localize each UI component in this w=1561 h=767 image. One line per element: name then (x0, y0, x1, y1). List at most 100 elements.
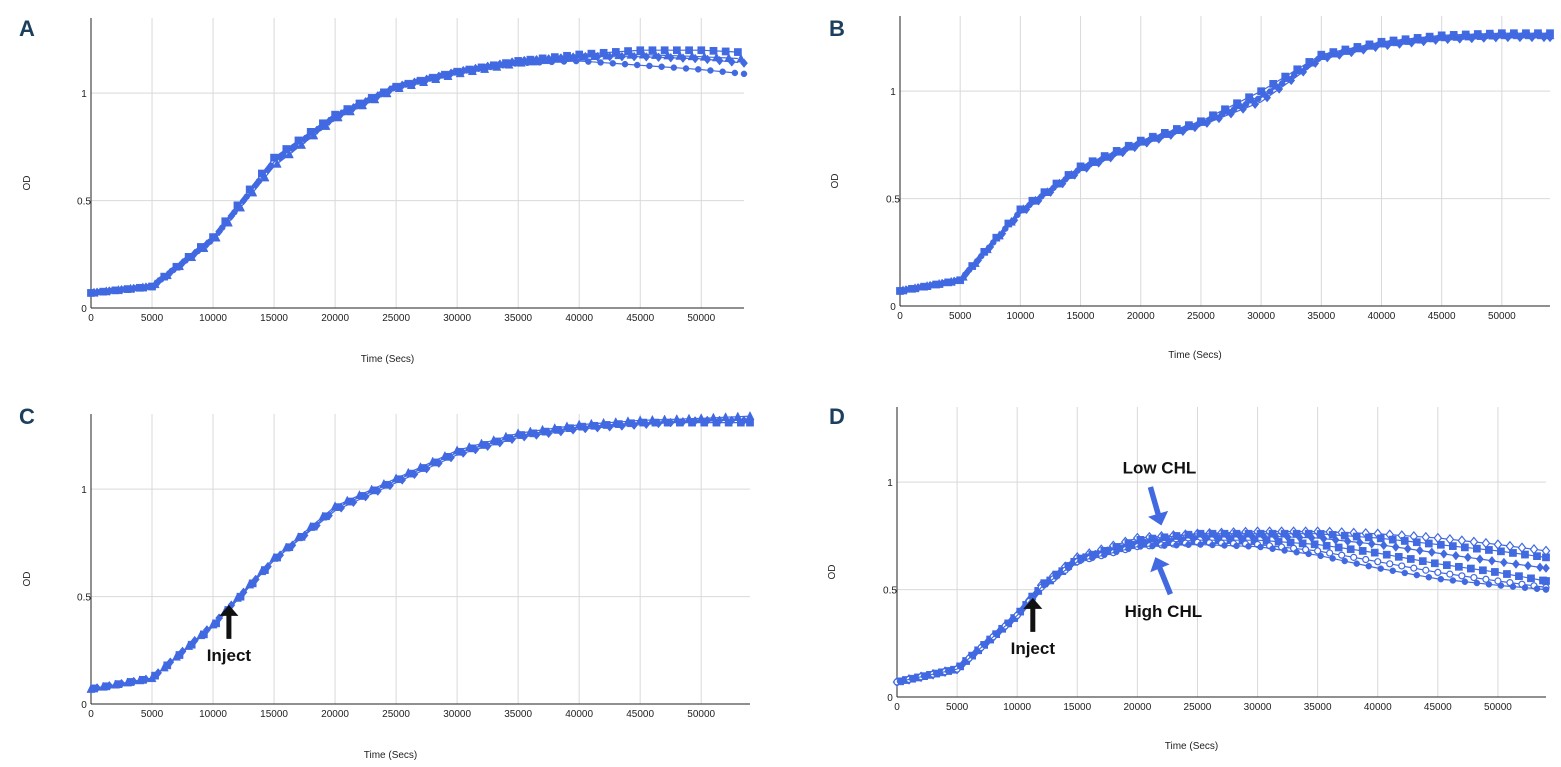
panel-letter-a: A (19, 16, 35, 41)
data-point-marker (1339, 49, 1346, 56)
chart-panel-a: 0 5000 10000 15000 20000 25000 30000 35000 40000… (22, 18, 748, 365)
annotation-high-chl: High CHL (1125, 557, 1202, 621)
data-point-marker (1509, 583, 1517, 590)
data-point-marker (746, 415, 754, 426)
data-point-marker (499, 62, 507, 69)
x-tick-label: 10000 (1003, 702, 1031, 713)
data-point-marker (739, 415, 748, 426)
data-series (896, 529, 1550, 686)
data-point-marker (636, 46, 645, 55)
data-point-marker (908, 675, 916, 682)
data-point-marker (373, 486, 382, 496)
data-point-marker (353, 103, 360, 110)
data-point-marker (264, 561, 272, 572)
data-point-marker (117, 678, 126, 689)
data-point-marker (1467, 564, 1475, 573)
series-line (899, 36, 1550, 292)
data-point-marker (1400, 537, 1409, 545)
data-point-marker (1411, 37, 1418, 44)
data-point-marker (1497, 547, 1505, 556)
data-point-marker (170, 266, 177, 274)
data-point-marker (520, 431, 529, 442)
data-point-marker (1353, 560, 1360, 567)
data-point-marker (1257, 543, 1264, 551)
inject-label: Inject (1011, 639, 1056, 658)
data-point-marker (1290, 71, 1298, 79)
data-point-marker (1463, 552, 1472, 563)
data-point-marker (1473, 544, 1481, 553)
data-point-marker (524, 59, 531, 67)
data-point-marker (1086, 161, 1093, 168)
high-chl-arrow (1150, 557, 1173, 596)
data-point-marker (560, 58, 568, 65)
data-point-marker (544, 428, 553, 439)
data-point-marker (121, 286, 128, 293)
data-point-marker (633, 61, 641, 69)
data-point-marker (1542, 563, 1550, 573)
data-point-marker (691, 416, 700, 426)
data-point-marker (1473, 579, 1481, 587)
data-point-marker (1418, 557, 1427, 565)
data-point-marker (251, 574, 260, 585)
data-point-marker (1010, 215, 1019, 226)
x-tick-label: 15000 (1067, 311, 1095, 322)
x-tick-label: 50000 (687, 709, 715, 720)
data-point-marker (365, 97, 372, 104)
data-point-marker (1293, 548, 1300, 556)
data-point-marker (190, 635, 199, 646)
data-series (896, 541, 1550, 685)
y-tick-label: 0 (81, 700, 87, 711)
data-series (899, 32, 1554, 295)
data-point-marker (1326, 549, 1334, 557)
data-point-marker (1512, 559, 1520, 569)
data-point-marker (1317, 552, 1324, 560)
data-point-marker (1269, 545, 1276, 553)
data-point-marker (1413, 571, 1421, 579)
data-point-marker (673, 46, 681, 55)
data-point-marker (1316, 530, 1325, 538)
data-point-marker (434, 458, 443, 468)
data-point-marker (276, 550, 285, 560)
x-tick-label: 0 (88, 313, 94, 324)
data-point-marker (1447, 33, 1454, 41)
x-axis-title: Time (Secs) (1168, 350, 1222, 361)
data-point-marker (511, 60, 519, 67)
data-point-marker (1389, 567, 1397, 575)
data-point-marker (1375, 41, 1382, 48)
data-point-marker (536, 59, 543, 66)
data-point-marker (1110, 151, 1117, 158)
data-point-marker (438, 72, 446, 79)
x-tick-label: 40000 (1364, 702, 1392, 713)
data-point-marker (1038, 193, 1045, 200)
y-tick-label: 0 (890, 302, 896, 313)
data-point-marker (1134, 140, 1141, 148)
data-point-marker (593, 51, 602, 62)
data-series (896, 536, 1550, 684)
y-axis-title: OD (22, 176, 33, 191)
data-point-marker (1367, 539, 1376, 549)
data-point-marker (1412, 538, 1421, 547)
data-point-marker (1507, 32, 1515, 39)
data-point-marker (1161, 542, 1168, 549)
data-point-marker (341, 109, 348, 116)
data-point-marker (1218, 111, 1226, 118)
series-line (896, 535, 1547, 683)
data-point-marker (581, 423, 590, 434)
data-point-marker (740, 58, 748, 68)
data-point-marker (1137, 543, 1144, 550)
data-point-marker (980, 641, 988, 649)
data-point-marker (609, 60, 617, 67)
data-point-marker (572, 57, 580, 65)
data-point-marker (1519, 32, 1527, 39)
panel-letter-c: C (19, 404, 35, 429)
gridlines (900, 16, 1550, 306)
panel-letter-d: D (829, 404, 845, 429)
data-point-marker (990, 239, 997, 246)
data-point-marker (508, 434, 516, 445)
data-point-marker (1340, 531, 1349, 540)
data-point-marker (1461, 543, 1469, 552)
data-point-marker (1494, 577, 1502, 585)
data-point-marker (1062, 176, 1069, 183)
x-tick-label: 15000 (260, 313, 288, 324)
